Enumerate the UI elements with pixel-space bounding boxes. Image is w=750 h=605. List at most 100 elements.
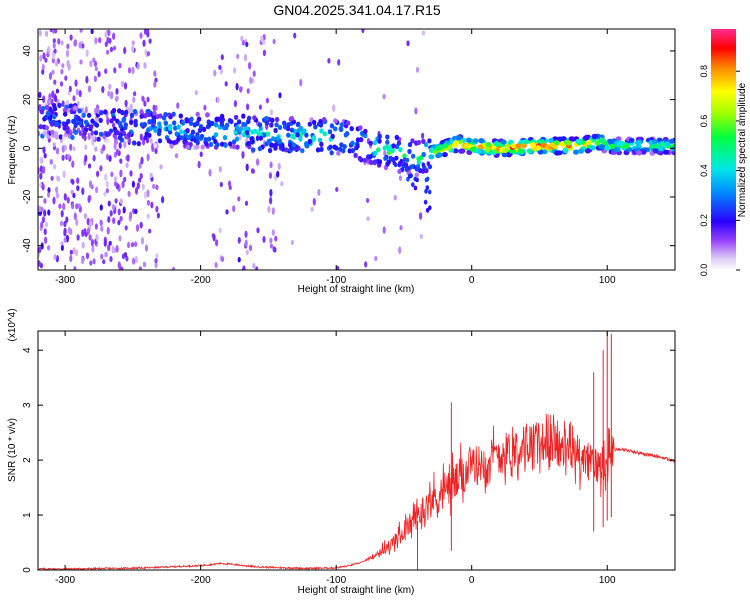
noise-cell [139,32,143,39]
noise-cell [108,240,112,246]
noise-cell [51,57,55,64]
ridge-cell [336,150,341,156]
noise-cell [113,45,117,51]
ridge-cell [249,136,254,142]
noise-cell [93,60,98,67]
ridge-cell [99,110,104,116]
ridge-cell [342,144,347,150]
noise-cell [262,235,266,243]
noise-cell [83,135,87,141]
ridge-cell [540,142,547,148]
noise-cell [108,83,112,90]
ridge-cell [396,140,402,146]
ridge-cell [73,129,79,135]
ridge-cell [391,143,396,149]
noise-cell [269,196,273,205]
ridge-cell [657,145,664,152]
noise-cell [107,244,111,252]
noise-cell [269,161,273,169]
ridge-cell [231,139,237,145]
noise-cell [65,49,70,58]
noise-cell [399,225,403,231]
ridge-cell [372,150,378,156]
noise-cell [81,187,85,195]
ridge-cell [238,127,243,133]
ridge-cell [189,136,195,142]
noise-cell [135,224,140,232]
noise-cell [81,43,85,49]
noise-cell [89,260,93,266]
noise-cell [243,53,248,62]
ridge-cell [377,133,382,139]
ridge-cell [190,129,196,135]
ridge-cell [261,132,267,138]
noise-cell [103,239,107,247]
noise-cell [91,245,95,253]
ridge-cell [423,142,429,148]
snr-y-ticks: 0 1 2 3 4 [22,347,675,573]
noise-cell [129,103,133,110]
ridge-cell [152,110,157,116]
ridge-cell [168,114,173,120]
ridge-cell [161,115,167,121]
noise-cell [419,212,423,220]
ridge-cell [517,148,524,154]
ridge-cell [94,122,100,128]
noise-cell [119,198,123,205]
noise-cell [39,54,43,62]
ridge-cell [42,130,48,136]
noise-cell [53,48,57,54]
noise-cell [117,208,121,216]
noise-cell [146,96,150,103]
noise-cell [123,82,128,90]
ridge-cell [660,141,666,148]
noise-cell [49,29,53,33]
y-tick-label: 20 [22,94,33,106]
noise-cell [208,168,212,177]
ridge-cell [127,131,132,138]
noise-cell [103,191,107,197]
ridge-cell [568,136,575,142]
ridge-cell [231,144,237,150]
ridge-cell [139,122,145,128]
x-tick-label: -300 [55,275,75,286]
noise-cell [197,160,201,169]
noise-cell [215,239,219,247]
ridge-cell [343,132,349,138]
ridge-cell [350,140,355,146]
ridge-cell [277,138,282,145]
noise-cell [73,266,77,270]
noise-cell [336,265,340,270]
noise-cell [56,175,60,182]
ridge-cell [556,136,563,142]
ridge-cell [120,109,125,116]
ridge-cell [157,121,162,127]
noise-cell [237,237,241,244]
noise-cell [39,156,43,164]
ridge-cell [81,112,86,118]
ridge-cell [163,120,168,126]
noise-cell [327,58,331,64]
tail-cell [413,185,418,191]
noise-cell [138,161,142,170]
ridge-cell [584,148,591,154]
noise-cell [114,181,118,187]
noise-cell [47,187,51,193]
tail-cell [425,185,430,191]
ridge-cell [317,137,323,143]
noise-cell [88,180,93,189]
noise-cell [134,255,138,264]
ridge-cell [663,149,669,155]
ridge-cell [203,137,208,143]
ridge-cell [274,122,279,128]
noise-cell [235,82,239,91]
noise-cell [104,173,108,181]
noise-cell [85,49,89,57]
noise-cell [245,163,249,172]
ridge-cell [269,142,275,148]
ridge-cell [372,160,377,166]
ridge-cell [319,146,324,152]
x-tick-label: -300 [55,575,75,586]
noise-cell [71,160,75,168]
noise-cell [62,170,66,179]
